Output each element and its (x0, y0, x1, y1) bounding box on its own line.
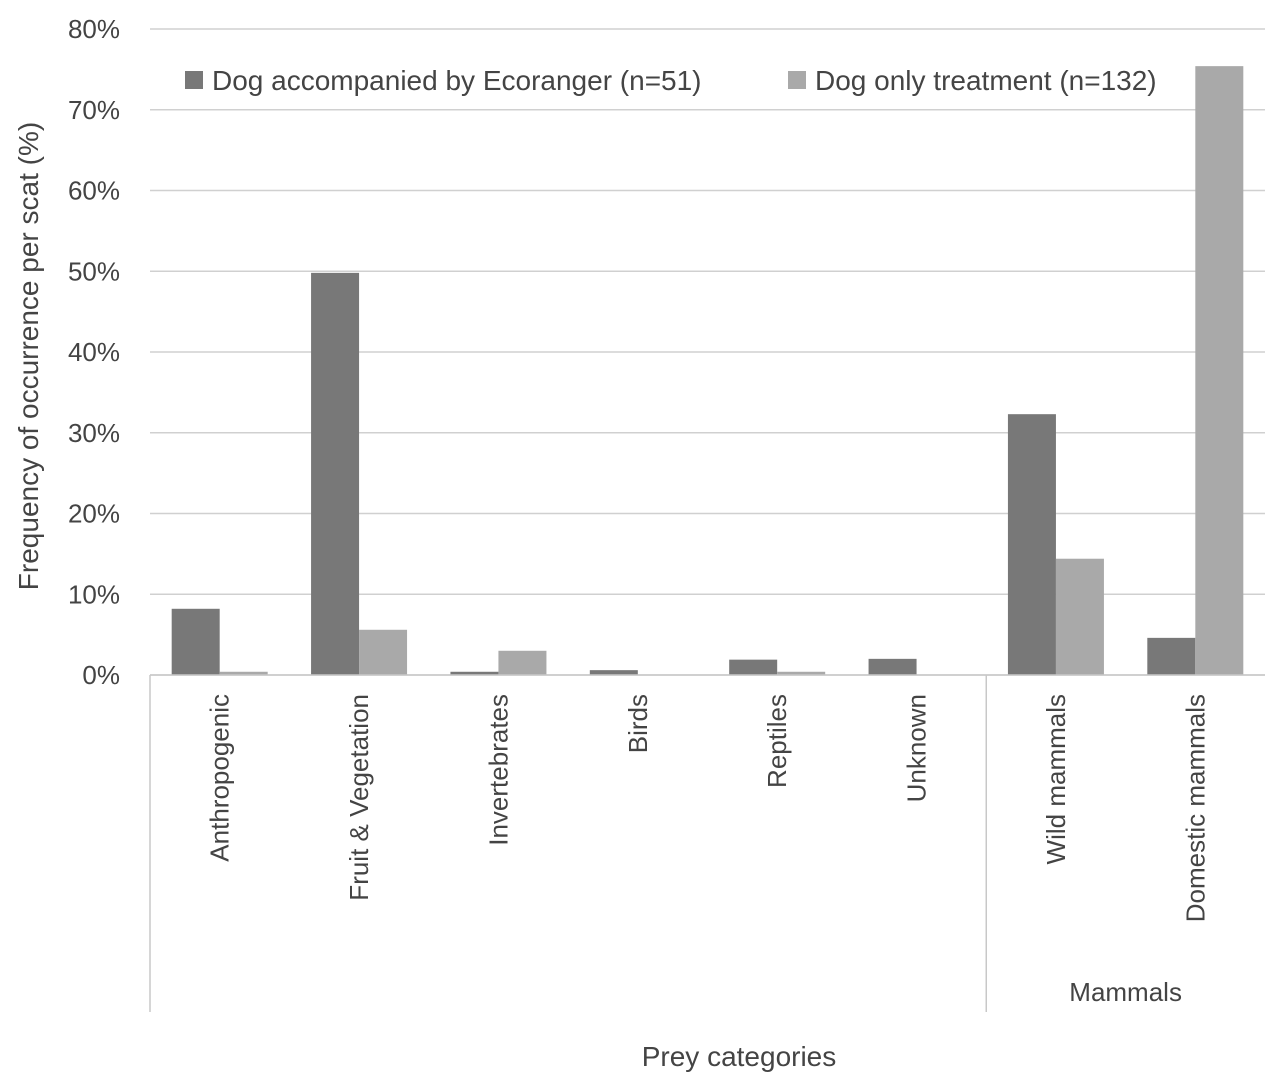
y-tick-label: 60% (68, 176, 120, 206)
bar (450, 671, 499, 675)
x-tick-label: Invertebrates (483, 694, 513, 846)
y-tick-label: 40% (68, 337, 120, 367)
bar (777, 671, 826, 675)
bar (311, 272, 360, 675)
bar (498, 650, 547, 675)
y-tick-label: 50% (68, 256, 120, 286)
y-axis-title: Frequency of occurrence per scat (%) (13, 122, 44, 590)
bars (171, 66, 1244, 675)
y-tick-labels: 0% 10% 20% 30% 40% 50% 60% 70% 80% (68, 14, 120, 690)
bar (868, 658, 917, 675)
y-tick-label: 0% (82, 660, 120, 690)
y-tick-label: 80% (68, 14, 120, 44)
y-tick-label: 10% (68, 579, 120, 609)
x-tick-label: Domestic mammals (1180, 694, 1210, 922)
legend-label: Dog only treatment (n=132) (815, 65, 1157, 96)
x-tick-label: Birds (623, 694, 653, 753)
x-axis: Anthropogenic Fruit & Vegetation Invertebr… (149, 674, 1265, 1012)
legend-label: Dog accompanied by Ecoranger (n=51) (212, 65, 702, 96)
bar (359, 629, 408, 675)
y-tick-label: 30% (68, 418, 120, 448)
legend-swatch (788, 71, 806, 89)
bar (589, 670, 638, 675)
x-tick-label: Fruit & Vegetation (344, 694, 374, 901)
category-group-label: Mammals (1069, 977, 1182, 1007)
y-tick-label: 20% (68, 499, 120, 529)
legend-swatch (185, 71, 203, 89)
x-tick-label: Reptiles (762, 694, 792, 788)
bar (171, 608, 220, 675)
x-tick-label: Anthropogenic (205, 694, 235, 862)
x-tick-label: Wild mammals (1041, 694, 1071, 864)
bar (219, 671, 268, 675)
bar (1195, 66, 1244, 675)
bar (1147, 637, 1196, 675)
bar (729, 659, 778, 675)
bar (1007, 414, 1056, 675)
bar (1055, 558, 1104, 675)
x-tick-label: Unknown (902, 694, 932, 802)
x-axis-title: Prey categories (642, 1041, 837, 1072)
legend: Dog accompanied by Ecoranger (n=51) Dog o… (185, 65, 1157, 96)
y-tick-label: 70% (68, 95, 120, 125)
